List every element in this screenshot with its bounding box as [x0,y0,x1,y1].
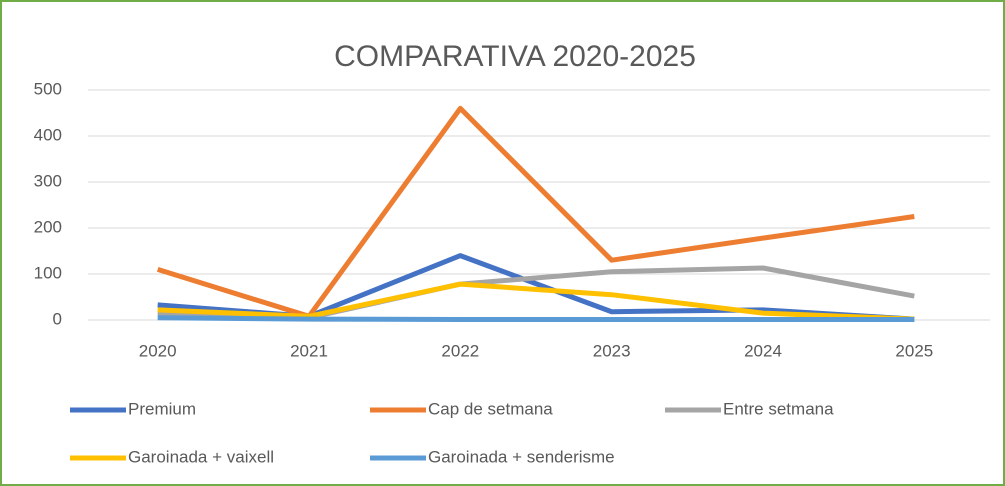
series-line [157,281,915,322]
y-tick-label: 0 [53,309,62,328]
series-line [156,105,915,319]
chart-title: COMPARATIVA 2020-2025 [334,40,696,73]
y-tick-label: 100 [34,263,62,282]
legend-label: Entre setmana [723,399,834,418]
legend-label: Garoinada + senderisme [428,447,615,466]
x-tick-label: 2020 [139,341,177,360]
legend-label: Premium [128,399,196,418]
x-tick-label: 2021 [290,341,328,360]
legend-label: Garoinada + vaixell [128,447,274,466]
x-tick-label: 2023 [593,341,631,360]
y-tick-label: 300 [34,171,62,190]
x-tick-label: 2024 [744,341,782,360]
y-tick-label: 500 [34,79,62,98]
x-tick-label: 2022 [441,341,479,360]
series-line [157,315,915,323]
y-tick-label: 400 [34,125,62,144]
y-tick-label: 200 [34,217,62,236]
x-tick-label: 2025 [895,341,933,360]
legend-label: Cap de setmana [428,399,553,418]
